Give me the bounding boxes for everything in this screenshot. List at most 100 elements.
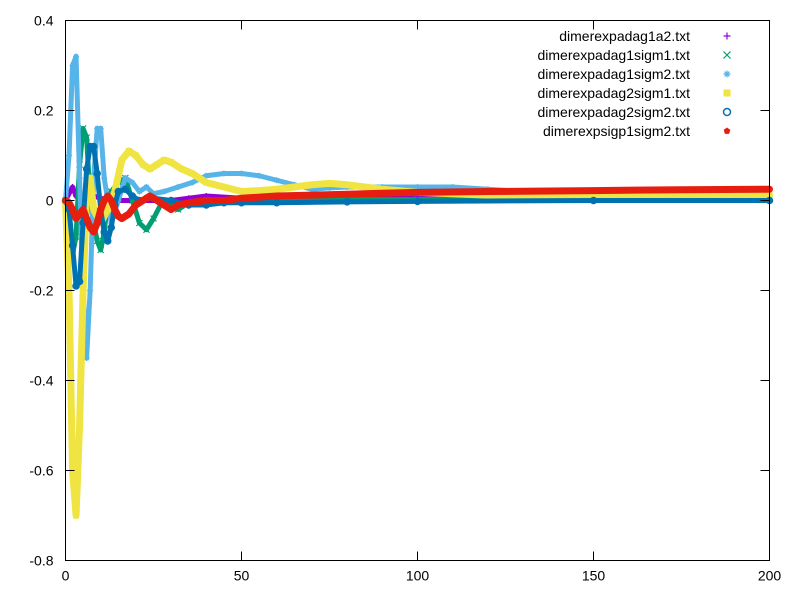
data-point	[589, 196, 598, 205]
data-point	[485, 188, 491, 194]
data-point	[136, 188, 143, 195]
data-point	[175, 202, 181, 208]
ticks-layer: 0 50 100 150 200 -0.8 -0.6 -0.4 -0.2 0 0.2 0.4	[29, 13, 781, 584]
data-point	[94, 220, 101, 226]
data-point	[221, 197, 227, 203]
legend-label: dimerexpadag1sigm2.txt	[537, 66, 690, 82]
data-point	[69, 184, 76, 190]
data-point	[75, 277, 84, 286]
x-tick-label: 200	[758, 568, 782, 584]
data-point	[326, 184, 333, 191]
data-point	[86, 142, 94, 151]
data-point	[256, 187, 263, 194]
data-point	[129, 179, 136, 186]
data-point	[111, 206, 118, 212]
legend-label: dimerexpsigp1sigm2.txt	[543, 123, 690, 139]
legend-item: dimerexpsigp1sigm2.txt	[543, 123, 731, 139]
data-point	[66, 199, 72, 206]
data-point	[125, 148, 132, 154]
data-point	[103, 237, 112, 245]
data-point	[108, 197, 115, 203]
data-point	[76, 211, 83, 217]
series-line	[63, 144, 772, 289]
data-point	[73, 53, 80, 60]
data-point	[256, 172, 263, 179]
data-point	[203, 172, 210, 179]
data-point	[69, 206, 76, 212]
y-tick-label: -0.4	[29, 373, 53, 389]
data-point	[449, 184, 456, 190]
data-point	[291, 184, 298, 190]
data-point	[104, 206, 111, 213]
data-point	[83, 355, 90, 361]
data-point	[154, 197, 160, 203]
data-point	[143, 184, 150, 190]
data-point	[128, 192, 137, 200]
data-point	[161, 188, 168, 195]
data-point	[107, 223, 116, 232]
data-point	[273, 193, 280, 199]
data-point	[139, 161, 146, 168]
data-point	[73, 215, 79, 221]
data-point	[344, 191, 350, 197]
data-point	[133, 202, 139, 208]
legend-label: dimerexpadag1a2.txt	[559, 28, 690, 44]
data-point	[590, 192, 597, 199]
data-point	[72, 282, 80, 290]
data-point	[83, 215, 90, 221]
data-point	[101, 197, 108, 203]
legend-marker	[723, 51, 731, 59]
data-point	[189, 170, 196, 177]
data-point	[326, 180, 333, 187]
data-point	[273, 186, 280, 193]
legend-marker	[723, 127, 731, 134]
data-point	[83, 134, 91, 141]
plot-frame	[65, 20, 770, 561]
data-point	[238, 188, 245, 195]
y-tick-label: -0.2	[29, 283, 53, 299]
data-point	[118, 157, 125, 163]
data-point	[100, 228, 108, 236]
data-point	[90, 206, 97, 213]
data-point	[121, 185, 130, 193]
x-tick-label: 100	[406, 568, 430, 584]
data-point	[114, 187, 123, 196]
data-point	[361, 184, 368, 190]
data-point	[414, 184, 421, 190]
data-point	[203, 197, 210, 203]
data-point	[379, 186, 386, 193]
data-point	[97, 206, 104, 212]
y-tick-label: 0	[46, 193, 54, 209]
data-point	[308, 186, 315, 193]
data-point	[90, 229, 97, 235]
data-point	[76, 175, 83, 181]
legend-marker	[722, 107, 732, 117]
data-point	[150, 190, 157, 197]
data-point	[185, 199, 192, 206]
y-tick-label: 0.2	[34, 103, 54, 119]
data-point	[132, 152, 139, 159]
data-point	[150, 215, 157, 222]
data-point	[273, 177, 280, 184]
legend-label: dimerexpadag2sigm2.txt	[537, 104, 690, 120]
data-point	[344, 181, 351, 188]
data-point	[413, 197, 422, 206]
data-point	[343, 198, 351, 206]
data-point	[309, 192, 315, 198]
data-point	[135, 219, 143, 227]
data-point	[122, 175, 129, 181]
legend-item: dimerexpadag1sigm1.txt	[537, 47, 731, 63]
data-point	[590, 187, 597, 194]
data-point	[175, 184, 182, 190]
legend-item: dimerexpadag1a2.txt	[559, 28, 731, 44]
data-point	[97, 246, 105, 254]
legend-item: dimerexpadag2sigm1.txt	[537, 85, 731, 101]
data-point	[189, 179, 196, 186]
data-point	[89, 142, 98, 151]
data-point	[238, 170, 245, 177]
data-point	[161, 157, 168, 163]
data-point	[203, 179, 210, 186]
series-layer	[61, 53, 774, 519]
